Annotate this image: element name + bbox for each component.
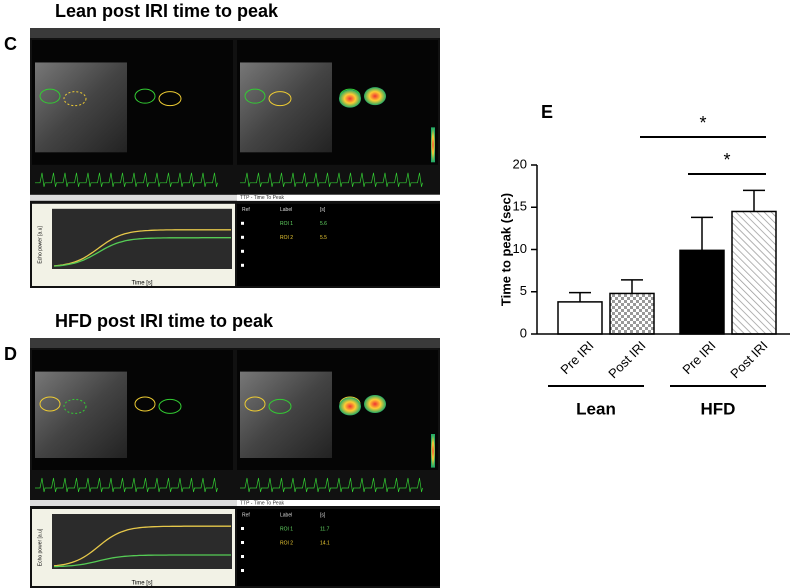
roi-outline [244, 88, 266, 104]
ecg-trace [240, 172, 423, 187]
screenshot: Time [s] Echo power [a.u] TTP - Time To Pe… [30, 28, 440, 288]
row-marker [241, 555, 244, 558]
curve-x-label: Time [s] [131, 281, 152, 287]
table-cell: ROI 2 [280, 540, 293, 546]
fit-curve [53, 525, 231, 567]
panel-title: Lean post IRI time to peak [55, 1, 279, 21]
tab-bar [237, 500, 440, 506]
y-tick-label: 5 [520, 283, 527, 298]
table-header: Ref [242, 512, 250, 518]
row-marker [241, 221, 244, 225]
significance-star: * [699, 113, 706, 133]
roi-map [364, 87, 386, 106]
y-axis-label: Time to peak (sec) [498, 193, 513, 306]
table-cell: ROI 1 [280, 526, 293, 532]
panel-letter: E [541, 102, 553, 122]
panel-letter: C [4, 34, 17, 54]
curve-y-label: Echo power [a.u] [37, 528, 43, 566]
roi-map [339, 397, 361, 416]
row-marker [241, 569, 244, 572]
ultrasound [240, 62, 332, 153]
table-header: Label [280, 512, 292, 518]
y-tick-label: 10 [513, 241, 527, 256]
ultrasound [35, 371, 127, 458]
x-tick-label: Post IRI [727, 338, 770, 381]
bar [609, 292, 655, 335]
roi-outline [63, 91, 87, 107]
roi-outline [39, 88, 61, 104]
table-cell: 5.5 [320, 235, 327, 241]
row-marker [241, 527, 244, 530]
bar [731, 210, 777, 335]
curve-area [52, 514, 232, 569]
table-cell: 14.1 [320, 540, 330, 546]
curve-y-label: Echo power [a.u] [37, 226, 43, 264]
table-header: Ref [242, 207, 250, 213]
x-tick-label: Pre IRI [679, 338, 718, 377]
fit-curve [53, 237, 231, 267]
row-marker [241, 249, 244, 253]
roi-outline [39, 396, 61, 412]
group-label: Lean [576, 399, 616, 418]
roi-outline [244, 396, 266, 412]
table-bg [237, 509, 440, 586]
color-scale [431, 434, 435, 468]
y-tick-label: 15 [513, 199, 527, 214]
panel-title: HFD post IRI time to peak [55, 311, 274, 331]
ecg-trace [35, 477, 218, 493]
ecg-trace [35, 172, 218, 187]
toolbar [30, 338, 440, 348]
significance-star: * [723, 150, 730, 170]
timeline [30, 194, 440, 201]
roi-outline [268, 91, 292, 107]
row-marker [241, 263, 244, 267]
row-marker [241, 235, 244, 239]
table-header: [s] [320, 207, 326, 213]
table-cell: ROI 2 [280, 235, 293, 241]
timeline [30, 500, 440, 506]
roi-map [339, 89, 361, 108]
roi-outline [158, 398, 182, 414]
roi-outline [63, 398, 87, 414]
tab-label: TTP - Time To Peak [240, 500, 284, 506]
table-cell: 11.7 [320, 526, 330, 532]
table-bg [237, 203, 440, 286]
bar [679, 249, 725, 335]
table-header: Label [280, 207, 292, 213]
panel-letter: D [4, 344, 17, 364]
x-tick-label: Post IRI [605, 338, 648, 381]
toolbar [30, 28, 440, 38]
fit-curve [53, 229, 231, 267]
roi-outline [158, 91, 182, 107]
x-tick-label: Pre IRI [557, 338, 596, 377]
tab-bar [237, 194, 440, 201]
roi-outline [134, 396, 156, 412]
table-cell: ROI 1 [280, 221, 293, 227]
roi-outline [268, 398, 292, 414]
row-marker [241, 541, 244, 544]
ultrasound [35, 62, 127, 153]
fit-curve [54, 554, 231, 568]
roi-outline [134, 88, 156, 104]
roi-map [364, 395, 386, 413]
screenshot: Time [s] Echo power [a.u] TTP - Time To Pe… [30, 338, 440, 588]
bar [557, 301, 603, 335]
tab-label: TTP - Time To Peak [240, 195, 284, 201]
color-scale [431, 127, 435, 163]
group-label: HFD [701, 399, 736, 418]
ecg-trace [240, 477, 423, 493]
y-tick-label: 20 [513, 156, 527, 171]
curve-x-label: Time [s] [131, 581, 152, 587]
table-header: [s] [320, 512, 326, 518]
table-cell: 5.6 [320, 221, 327, 227]
ultrasound [240, 371, 332, 458]
y-tick-label: 0 [520, 325, 527, 340]
